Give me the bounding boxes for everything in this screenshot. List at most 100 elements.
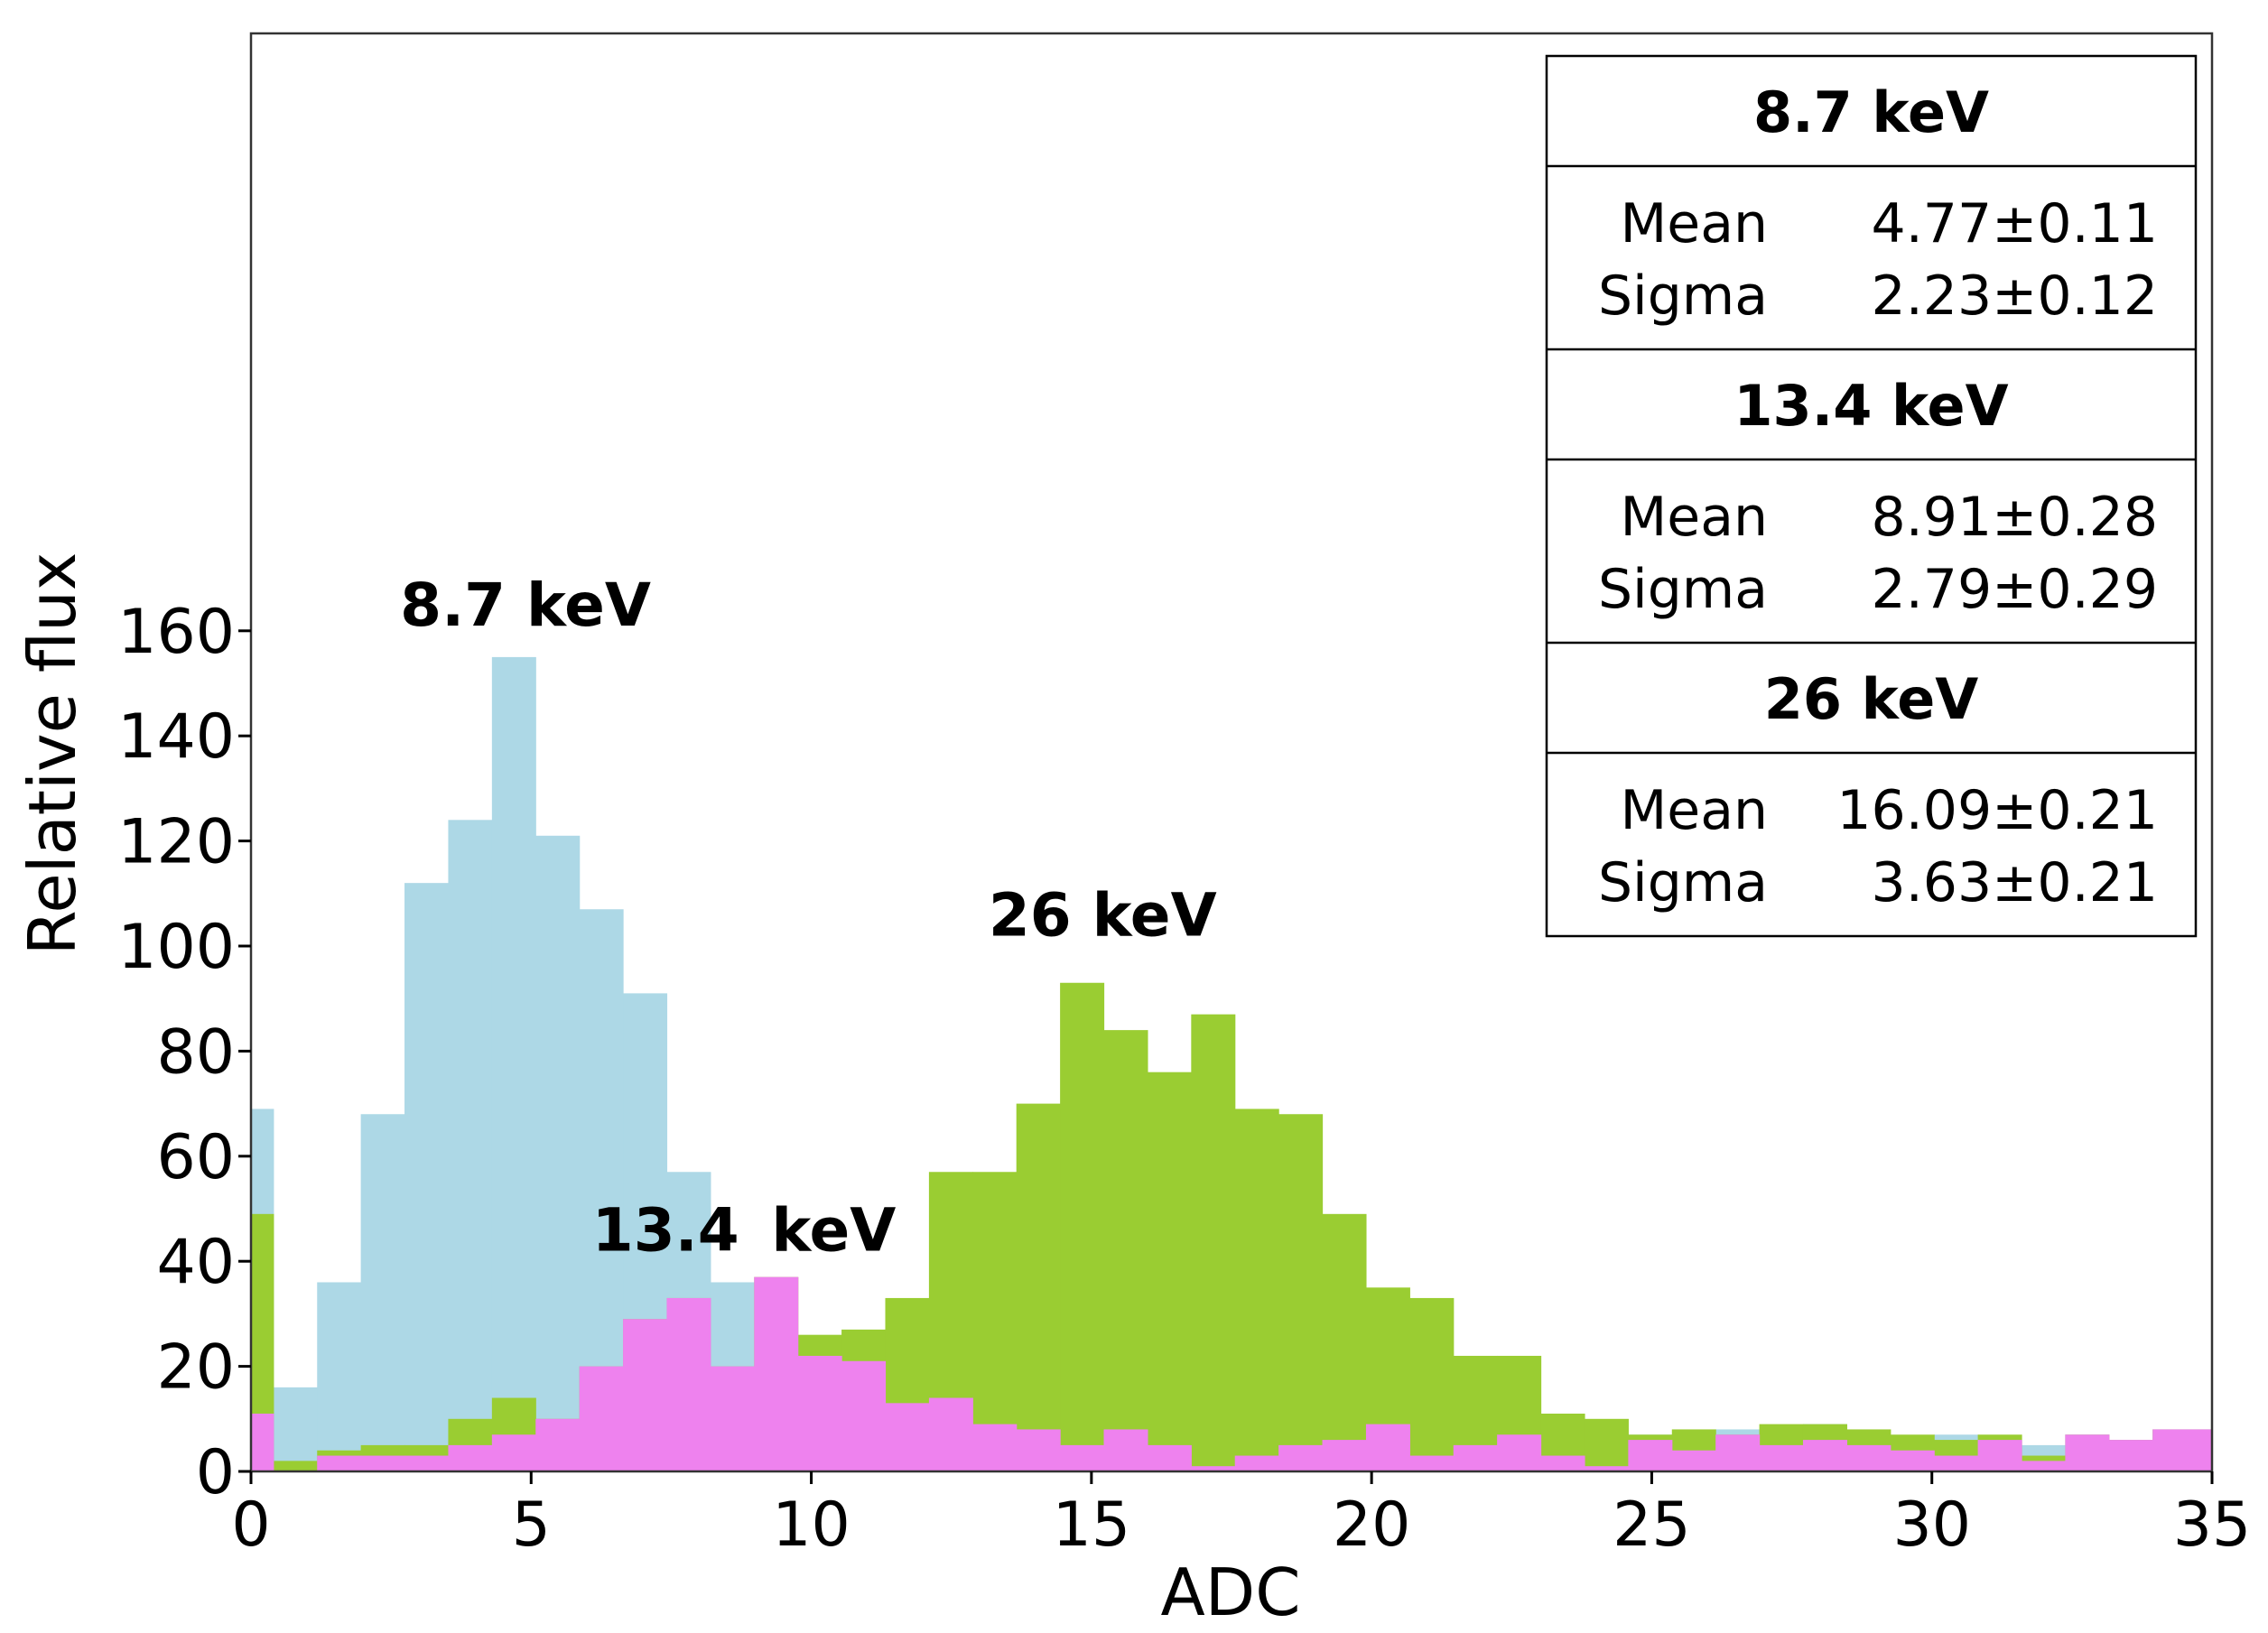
y-tick-label: 80 bbox=[156, 1016, 235, 1088]
stats-row-value: 16.09±0.21 bbox=[1836, 779, 2158, 842]
y-tick-label: 40 bbox=[156, 1227, 235, 1298]
bar-13-4-kev bbox=[1497, 1434, 1542, 1471]
bar-13-4-kev bbox=[1628, 1440, 1673, 1471]
bar-13-4-kev bbox=[2152, 1429, 2213, 1471]
x-tick-label: 30 bbox=[1892, 1489, 1971, 1561]
bar-13-4-kev bbox=[1890, 1450, 1935, 1471]
plot-bars bbox=[251, 656, 2213, 1471]
bar-13-4-kev bbox=[710, 1366, 755, 1471]
bar-13-4-kev bbox=[1103, 1429, 1148, 1471]
x-tick-label: 35 bbox=[2173, 1489, 2252, 1561]
bar-13-4-kev bbox=[579, 1366, 624, 1471]
bar-13-4-kev bbox=[841, 1360, 887, 1471]
stats-row-value: 2.79±0.29 bbox=[1872, 558, 2158, 621]
bar-13-4-kev bbox=[1234, 1455, 1279, 1471]
y-tick-label: 160 bbox=[117, 597, 235, 668]
stats-row-label: Mean bbox=[1621, 779, 1768, 842]
bar-13-4-kev bbox=[928, 1397, 973, 1471]
bar-13-4-kev bbox=[1322, 1440, 1367, 1471]
bar-26-kev bbox=[1278, 1114, 1324, 1471]
bar-13-4-kev bbox=[2108, 1440, 2153, 1471]
x-tick-label: 15 bbox=[1053, 1489, 1131, 1561]
peak-annotation: 13.4 bbox=[592, 1196, 739, 1266]
x-axis-label: ADC bbox=[1161, 1554, 1301, 1630]
stats-row-label: Sigma bbox=[1598, 558, 1768, 621]
bar-26-kev bbox=[1584, 1418, 1629, 1471]
bar-13-4-kev bbox=[317, 1455, 362, 1471]
bar-13-4-kev bbox=[360, 1455, 405, 1471]
bar-26-kev bbox=[1191, 1014, 1236, 1471]
bar-26-kev bbox=[1103, 1030, 1148, 1471]
stats-block-title: 26 keV bbox=[1764, 666, 1978, 732]
bar-8-7-kev bbox=[317, 1282, 362, 1471]
stats-row-label: Mean bbox=[1621, 192, 1768, 255]
bar-26-kev bbox=[1060, 982, 1105, 1471]
y-tick-label: 60 bbox=[156, 1122, 235, 1193]
bar-26-kev bbox=[972, 1172, 1018, 1471]
bar-13-4-kev bbox=[404, 1455, 450, 1471]
bar-13-4-kev bbox=[754, 1276, 799, 1471]
bar-13-4-kev bbox=[1540, 1455, 1585, 1471]
stats-row-label: Sigma bbox=[1598, 264, 1768, 328]
bar-13-4-kev bbox=[1060, 1444, 1105, 1471]
plot-frame bbox=[249, 32, 2214, 1473]
x-tick-label: 10 bbox=[772, 1489, 850, 1561]
bar-13-4-kev bbox=[1147, 1444, 1192, 1471]
bar-13-4-kev bbox=[972, 1424, 1018, 1471]
bar-26-kev bbox=[273, 1461, 318, 1471]
bar-13-4-kev bbox=[1977, 1440, 2022, 1471]
bar-13-4-kev bbox=[1016, 1429, 1061, 1471]
bar-26-kev bbox=[1016, 1103, 1061, 1471]
stats-table-frame bbox=[1545, 54, 2198, 938]
stats-block-title: 13.4 keV bbox=[1734, 373, 2008, 439]
bar-13-4-kev bbox=[623, 1319, 668, 1471]
bar-13-4-kev bbox=[797, 1355, 842, 1471]
y-axis-label: Relative flux bbox=[14, 552, 90, 956]
bar-13-4-kev bbox=[491, 1434, 536, 1471]
bar-26-kev bbox=[1147, 1072, 1192, 1471]
bar-13-4-kev bbox=[2065, 1434, 2110, 1471]
stats-row-value: 8.91±0.28 bbox=[1872, 486, 2158, 549]
bar-13-4-kev bbox=[1759, 1444, 1804, 1471]
bar-26-kev bbox=[1409, 1297, 1455, 1471]
stats-row-value: 2.23±0.12 bbox=[1872, 264, 2158, 328]
stats-row-value: 4.77±0.11 bbox=[1872, 192, 2158, 255]
bar-13-4-kev bbox=[1846, 1444, 1892, 1471]
bar-26-kev bbox=[1322, 1213, 1367, 1471]
bar-13-4-kev bbox=[535, 1418, 581, 1471]
y-tick-label: 20 bbox=[156, 1332, 235, 1404]
x-tick-label: 20 bbox=[1333, 1489, 1411, 1561]
bar-13-4-kev bbox=[1715, 1434, 1761, 1471]
peak-annotation: keV bbox=[771, 1196, 896, 1266]
x-tick-label: 25 bbox=[1613, 1489, 1691, 1561]
bar-13-4-kev bbox=[1278, 1444, 1324, 1471]
stats-row-label: Mean bbox=[1621, 486, 1768, 549]
bar-13-4-kev bbox=[1409, 1455, 1455, 1471]
stats-row-label: Sigma bbox=[1598, 851, 1768, 914]
bar-13-4-kev bbox=[885, 1403, 930, 1471]
peak-annotation: 8.7 keV bbox=[400, 571, 651, 640]
bar-13-4-kev bbox=[1934, 1455, 1979, 1471]
bar-13-4-kev bbox=[2022, 1461, 2067, 1471]
stats-block-title: 8.7 keV bbox=[1753, 79, 1989, 145]
bar-13-4-kev bbox=[1802, 1440, 1847, 1471]
y-tick-label: 100 bbox=[117, 912, 235, 983]
bar-8-7-kev bbox=[535, 835, 581, 1471]
bar-13-4-kev bbox=[1584, 1466, 1629, 1471]
y-tick-label: 120 bbox=[117, 807, 235, 878]
x-tick-label: 5 bbox=[512, 1489, 551, 1561]
x-tick-label: 0 bbox=[231, 1489, 270, 1561]
bar-8-7-kev bbox=[273, 1387, 318, 1471]
stats-table: 8.7 keV Mean 4.77±0.11 Sigma 2.23±0.12 13.4 k… bbox=[1545, 54, 2198, 938]
bar-8-7-kev bbox=[404, 883, 450, 1471]
peak-annotation: 26 keV bbox=[989, 880, 1217, 950]
y-tick-label: 0 bbox=[196, 1437, 235, 1508]
bar-8-7-kev bbox=[360, 1114, 405, 1471]
y-tick-label: 140 bbox=[117, 701, 235, 773]
bar-13-4-kev bbox=[1453, 1444, 1498, 1471]
bar-26-kev bbox=[1234, 1109, 1279, 1471]
bar-13-4-kev bbox=[448, 1444, 493, 1471]
bar-13-4-kev bbox=[1191, 1466, 1236, 1471]
bar-13-4-kev bbox=[251, 1413, 274, 1471]
